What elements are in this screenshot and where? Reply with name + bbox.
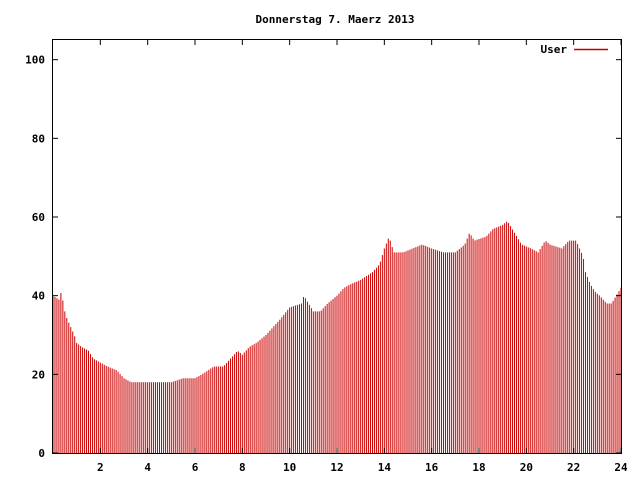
x-tick-label: 16: [425, 461, 439, 474]
x-tick-label: 8: [239, 461, 246, 474]
plot-frame: [52, 39, 622, 454]
x-tick-label: 10: [283, 461, 296, 474]
y-tick-label: 0: [38, 447, 45, 460]
y-tick-label: 40: [32, 290, 45, 303]
x-tick-label: 22: [567, 461, 580, 474]
x-tick-label: 14: [378, 461, 392, 474]
x-axis: 2 4 6 8 10 12 14 16 18 20 22 24: [97, 40, 628, 474]
x-tick-label: 4: [144, 461, 151, 474]
y-tick-label: 100: [25, 54, 45, 67]
y-tick-label: 80: [32, 132, 45, 145]
legend-label: User: [541, 43, 568, 56]
legend: User: [541, 43, 608, 56]
x-tick-label: 12: [330, 461, 343, 474]
y-tick-label: 60: [32, 211, 45, 224]
x-tick-label: 18: [472, 461, 485, 474]
x-tick-label: 6: [192, 461, 199, 474]
y-axis: 0 20 40 60 80 100: [25, 54, 621, 460]
bar-series: [52, 221, 622, 453]
x-tick-label: 20: [520, 461, 533, 474]
y-tick-label: 20: [32, 368, 45, 381]
x-tick-label: 2: [97, 461, 104, 474]
chart-title: Donnerstag 7. Maerz 2013: [256, 13, 415, 26]
x-tick-label: 24: [614, 461, 628, 474]
